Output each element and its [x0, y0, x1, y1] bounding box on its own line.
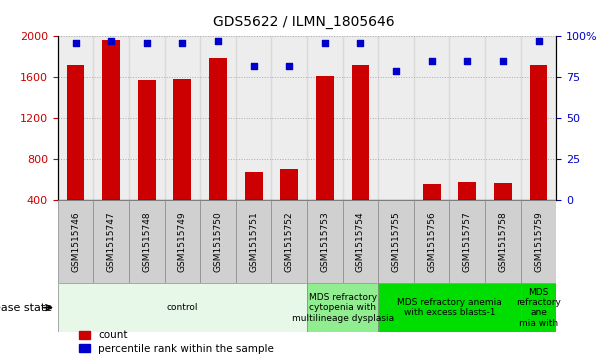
Point [427, 58, 437, 64]
Text: GSM1515751: GSM1515751 [249, 211, 258, 272]
Bar [129, 200, 165, 283]
Text: GSM1515750: GSM1515750 [213, 211, 223, 272]
Bar [343, 200, 378, 283]
Point [213, 38, 223, 44]
Text: control: control [167, 303, 198, 312]
Point [391, 68, 401, 73]
Bar [200, 200, 236, 283]
Point [71, 40, 80, 46]
Bar [520, 283, 556, 332]
Bar [94, 200, 129, 283]
Bar [378, 283, 520, 332]
Text: GSM1515746: GSM1515746 [71, 211, 80, 272]
Bar [271, 200, 307, 283]
Text: GSM1515749: GSM1515749 [178, 211, 187, 272]
Bar [129, 36, 165, 200]
Point [142, 40, 151, 46]
Bar [244, 172, 263, 241]
Bar [271, 36, 307, 200]
Point [285, 63, 294, 69]
Text: GSM1515756: GSM1515756 [427, 211, 436, 272]
Bar [485, 36, 520, 200]
Bar [414, 36, 449, 200]
Bar [58, 36, 94, 200]
Bar [94, 36, 129, 200]
Point [356, 40, 365, 46]
Bar [520, 200, 556, 283]
Bar [494, 183, 512, 241]
Bar [351, 65, 370, 241]
Text: GSM1515748: GSM1515748 [142, 211, 151, 272]
Bar [58, 200, 94, 283]
Bar [165, 200, 200, 283]
Bar [423, 184, 441, 241]
Bar [307, 283, 378, 332]
Bar [67, 65, 85, 241]
Text: GSM1515759: GSM1515759 [534, 211, 543, 272]
Bar [307, 36, 343, 200]
Text: GSM1515758: GSM1515758 [499, 211, 508, 272]
Text: GSM1515757: GSM1515757 [463, 211, 472, 272]
Bar [280, 169, 298, 241]
Text: GSM1515753: GSM1515753 [320, 211, 330, 272]
Legend: count, percentile rank within the sample: count, percentile rank within the sample [75, 326, 278, 358]
Point [498, 58, 508, 64]
Point [320, 40, 330, 46]
Bar [173, 79, 192, 241]
Point [463, 58, 472, 64]
Bar [530, 65, 547, 241]
Bar [200, 36, 236, 200]
Text: GSM1515755: GSM1515755 [392, 211, 401, 272]
Text: GSM1515747: GSM1515747 [106, 211, 116, 272]
Bar [449, 200, 485, 283]
Text: GSM1515754: GSM1515754 [356, 211, 365, 272]
Bar [378, 200, 414, 283]
Text: MDS refractory
cytopenia with
multilineage dysplasia: MDS refractory cytopenia with multilinea… [292, 293, 394, 323]
Text: GDS5622 / ILMN_1805646: GDS5622 / ILMN_1805646 [213, 15, 395, 29]
Bar [102, 40, 120, 241]
Bar [138, 80, 156, 241]
Bar [520, 36, 556, 200]
Bar [209, 58, 227, 241]
Point [249, 63, 258, 69]
Point [534, 38, 544, 44]
Bar [378, 36, 414, 200]
Bar [165, 36, 200, 200]
Text: MDS
refractory
ane
mia with: MDS refractory ane mia with [516, 287, 561, 328]
Bar [58, 283, 307, 332]
Bar [485, 200, 520, 283]
Bar [316, 76, 334, 241]
Bar [458, 182, 476, 241]
Point [106, 38, 116, 44]
Text: GSM1515752: GSM1515752 [285, 211, 294, 272]
Bar [236, 36, 271, 200]
Bar [414, 200, 449, 283]
Text: disease state: disease state [0, 303, 52, 313]
Bar [307, 200, 343, 283]
Bar [387, 203, 405, 241]
Point [178, 40, 187, 46]
Bar [343, 36, 378, 200]
Text: MDS refractory anemia
with excess blasts-1: MDS refractory anemia with excess blasts… [397, 298, 502, 317]
Bar [449, 36, 485, 200]
Bar [236, 200, 271, 283]
